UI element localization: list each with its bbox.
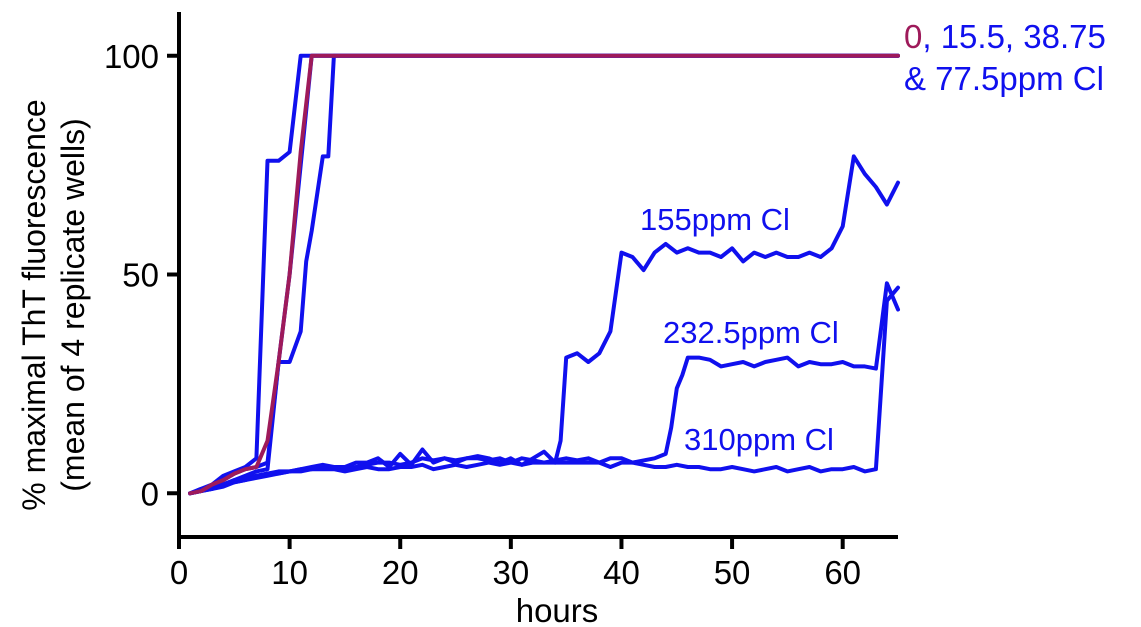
x-tick-label: 0 [170,554,188,591]
ticks: 0 10 20 30 40 50 60 0 50 100 [104,38,861,591]
annotation-232: 232.5ppm Cl [663,315,839,350]
x-tick-label: 50 [714,554,751,591]
annotation-comma: , [922,18,931,55]
x-tick-label: 40 [603,554,640,591]
series-layer [188,53,900,496]
x-axis-label: hours [516,592,599,627]
y-axis-label-line1: % maximal ThT fluorescence [16,99,52,510]
y-tick-label: 50 [122,257,159,294]
annotation-zero: 0 [904,18,922,55]
annotation-top-line1: 0, 15.5, 38.75 [904,18,1106,55]
x-tick-label: 10 [271,554,308,591]
annotation-310: 310ppm Cl [684,422,834,457]
series-line-blue [188,285,900,496]
series-line-maroon [188,53,900,496]
annotation-rest: 15.5, 38.75 [932,18,1106,55]
axes [177,12,898,539]
y-tick-label: 0 [141,475,159,512]
y-tick-label: 100 [104,38,159,75]
x-tick-label: 60 [824,554,861,591]
annotation-155: 155ppm Cl [640,202,790,237]
x-tick-label: 30 [492,554,529,591]
x-tick-label: 20 [382,554,419,591]
y-axis-label-line2: (mean of 4 replicate wells) [55,118,91,491]
annotation-top-line2: & 77.5ppm Cl [904,60,1104,97]
